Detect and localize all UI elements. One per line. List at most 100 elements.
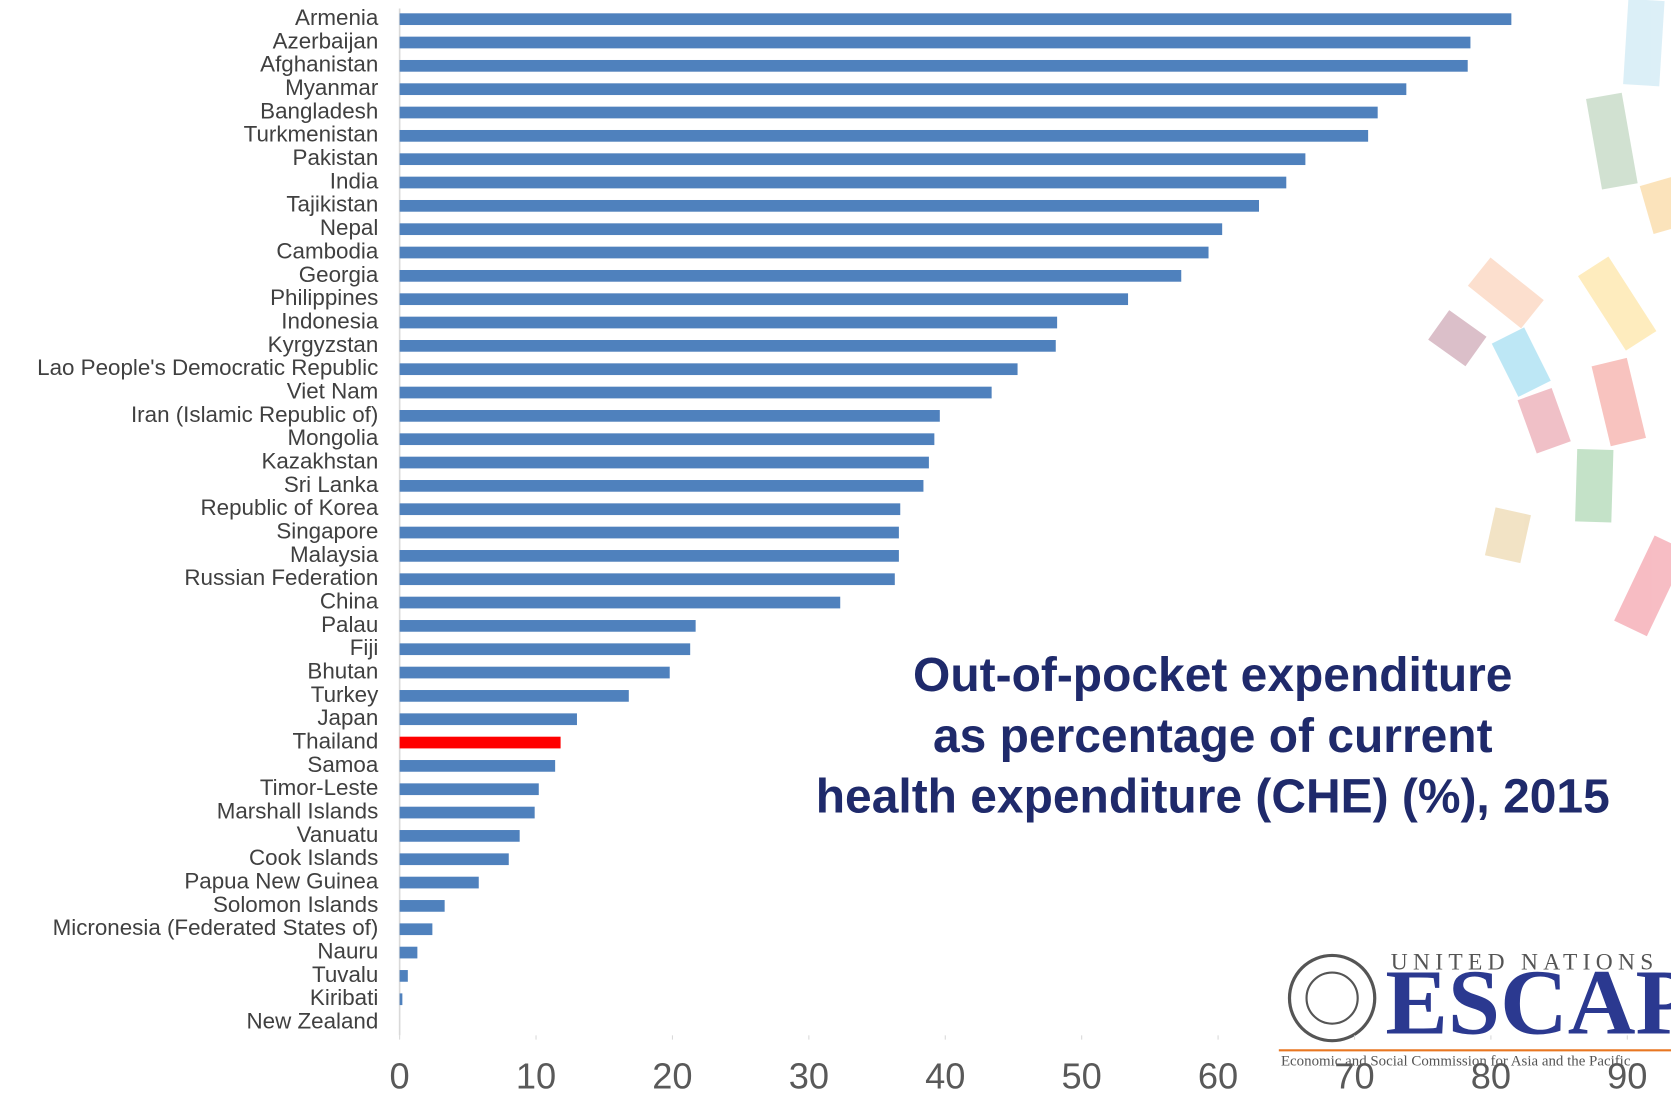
y-tick-label: Kiribati <box>310 985 378 1010</box>
bar <box>399 760 556 772</box>
x-tick-label: 50 <box>1062 1056 1102 1095</box>
y-tick-label: India <box>330 168 379 193</box>
y-tick-label: Vanuatu <box>297 822 379 847</box>
y-tick-label: Nepal <box>320 215 378 240</box>
y-tick-label: Kyrgyzstan <box>268 332 379 357</box>
bar <box>399 970 408 982</box>
y-tick-label: Mongolia <box>288 425 379 450</box>
bar <box>399 386 992 399</box>
bar <box>399 993 403 1006</box>
bar <box>399 923 433 936</box>
bar <box>399 550 899 562</box>
y-tick-label: Turkey <box>311 682 379 707</box>
y-tick-label: Cambodia <box>276 238 379 263</box>
y-tick-label: Bangladesh <box>260 98 378 123</box>
x-tick-label: 20 <box>652 1056 692 1095</box>
y-tick-label: Republic of Korea <box>201 495 379 520</box>
y-tick-label: Cook Islands <box>249 845 378 870</box>
bar <box>399 363 1018 376</box>
y-tick-label: Timor-Leste <box>260 775 378 800</box>
y-tick-label: China <box>320 588 379 613</box>
bar <box>399 129 1369 142</box>
bar <box>399 713 577 726</box>
chart-title: as percentage of current <box>933 710 1493 763</box>
bar <box>399 503 901 516</box>
bar <box>399 269 1182 282</box>
y-tick-label: Iran (Islamic Republic of) <box>131 402 378 427</box>
y-tick-label: Marshall Islands <box>217 798 379 823</box>
y-tick-label: Singapore <box>276 518 378 543</box>
chart-title: Out-of-pocket expenditure <box>913 649 1512 702</box>
bar <box>399 830 520 842</box>
logo: UNITED NATIONS ESCAP Economic and Social… <box>1278 949 1671 1069</box>
bar <box>399 946 418 959</box>
x-tick-label: 60 <box>1198 1056 1238 1095</box>
y-tick-label: Samoa <box>307 752 378 777</box>
bar <box>399 13 1512 26</box>
logo-emblem <box>1305 971 1359 1025</box>
bar <box>399 596 841 609</box>
logo-org: UNITED NATIONS <box>1391 949 1659 975</box>
y-tick-label: Azerbaijan <box>273 28 379 53</box>
bar <box>399 643 691 656</box>
bar <box>399 736 561 749</box>
bar <box>399 316 1058 329</box>
bar <box>399 806 535 819</box>
y-tick-label: Tajikistan <box>286 192 378 217</box>
chart-title: health expenditure (CHE) (%), 2015 <box>816 771 1610 824</box>
bar <box>399 480 924 492</box>
bar <box>399 900 445 912</box>
y-tick-label: Malaysia <box>290 542 379 567</box>
logo-emblem <box>1287 953 1377 1043</box>
logo-full-name: Economic and Social Commission for Asia … <box>1281 1053 1631 1069</box>
y-tick-label: Palau <box>321 612 378 637</box>
y-tick-label: New Zealand <box>247 1008 379 1033</box>
bar <box>399 876 479 889</box>
bar <box>399 36 1471 49</box>
y-tick-label: Japan <box>317 705 378 730</box>
y-tick-label: Fiji <box>350 635 379 660</box>
y-tick-label: Pakistan <box>293 145 379 170</box>
bar <box>399 410 940 422</box>
y-tick-label: Sri Lanka <box>284 472 379 497</box>
y-tick-label: Russian Federation <box>184 565 378 590</box>
x-tick-label: 90 <box>1607 1056 1647 1095</box>
bar <box>399 666 670 679</box>
bar <box>399 153 1306 166</box>
bar <box>399 456 929 469</box>
y-tick-label: Tuvalu <box>312 962 378 987</box>
x-tick-label: 70 <box>1334 1056 1374 1095</box>
x-tick-label: 40 <box>925 1056 965 1095</box>
logo-name: ESCAP <box>1385 950 1671 1054</box>
bar <box>399 526 899 539</box>
y-tick-label: Nauru <box>317 938 378 963</box>
y-tick-label: Lao People's Democratic Republic <box>37 355 378 380</box>
bar <box>399 340 1056 352</box>
bar <box>399 106 1378 119</box>
bar <box>399 853 509 866</box>
bar <box>399 59 1468 72</box>
x-tick-label: 30 <box>789 1056 829 1095</box>
y-tick-label: Philippines <box>270 285 378 310</box>
y-tick-label: Afghanistan <box>260 52 378 77</box>
bar <box>399 620 696 632</box>
x-tick-label: 0 <box>390 1056 410 1095</box>
bar <box>399 176 1287 189</box>
bar <box>399 223 1223 236</box>
x-tick-label: 80 <box>1471 1056 1511 1095</box>
y-tick-label: Solomon Islands <box>213 892 378 917</box>
y-tick-label: Viet Nam <box>287 378 379 403</box>
bar <box>399 83 1407 96</box>
y-tick-label: Bhutan <box>307 658 378 683</box>
x-tick-label: 10 <box>516 1056 556 1095</box>
y-tick-label: Micronesia (Federated States of) <box>53 915 379 940</box>
bar <box>399 246 1209 259</box>
y-tick-label: Thailand <box>293 728 379 753</box>
bar <box>399 433 935 446</box>
bar <box>399 690 629 702</box>
bar <box>399 199 1260 212</box>
bar <box>399 573 895 586</box>
bar <box>399 783 539 796</box>
